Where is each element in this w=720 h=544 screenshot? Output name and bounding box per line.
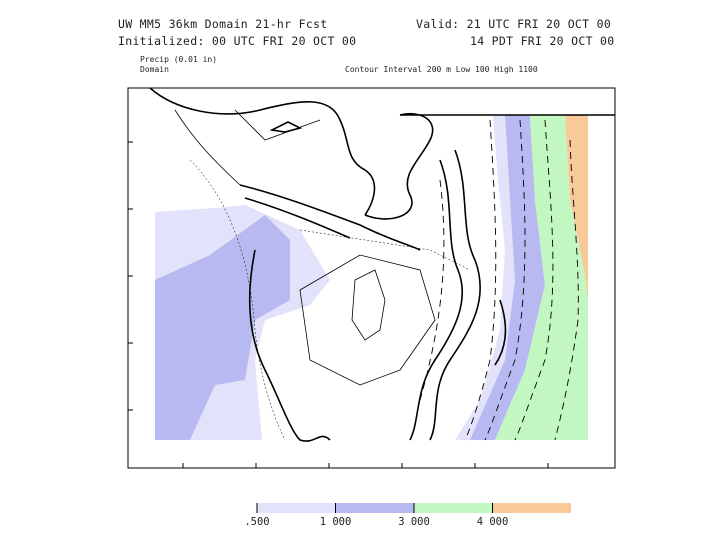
precip-light-east — [455, 115, 515, 440]
colorbar-label: .500 — [244, 516, 269, 528]
colorbar-swatch — [492, 503, 571, 513]
colorbar-label: 4 000 — [477, 516, 509, 528]
valid-local: 14 PDT FRI 20 OCT 00 — [470, 34, 614, 48]
colorbar-swatch — [257, 503, 336, 513]
colorbar-swatch — [335, 503, 414, 513]
map-frame — [127, 87, 616, 469]
precip-medium-east — [470, 115, 545, 440]
valid-utc: Valid: 21 UTC FRI 20 OCT 00 — [416, 17, 611, 31]
precip-orange — [565, 115, 588, 300]
frame-ticks — [128, 141, 549, 468]
map-area — [127, 87, 616, 469]
colorbar-swatch — [414, 503, 493, 513]
borders — [189, 159, 471, 441]
contour-info: Contour Interval 200 m Low 100 High 1100 — [345, 65, 538, 74]
coastlines — [149, 87, 507, 442]
title: UW MM5 36km Domain 21-hr Fcst — [118, 17, 327, 31]
terrain-contours — [174, 109, 436, 386]
precip-green — [495, 115, 588, 440]
colorbar: .500 1 000 3 000 4 000 — [244, 503, 571, 528]
dashed-contours — [419, 119, 579, 441]
precip-medium — [155, 215, 290, 440]
field-label: Precip (0.01 in) — [140, 55, 217, 64]
colorbar-label: 1 000 — [320, 516, 352, 528]
domain-label: Domain — [140, 65, 169, 74]
initialized: Initialized: 00 UTC FRI 20 OCT 00 — [118, 34, 356, 48]
colorbar-label: 3 000 — [398, 516, 430, 528]
